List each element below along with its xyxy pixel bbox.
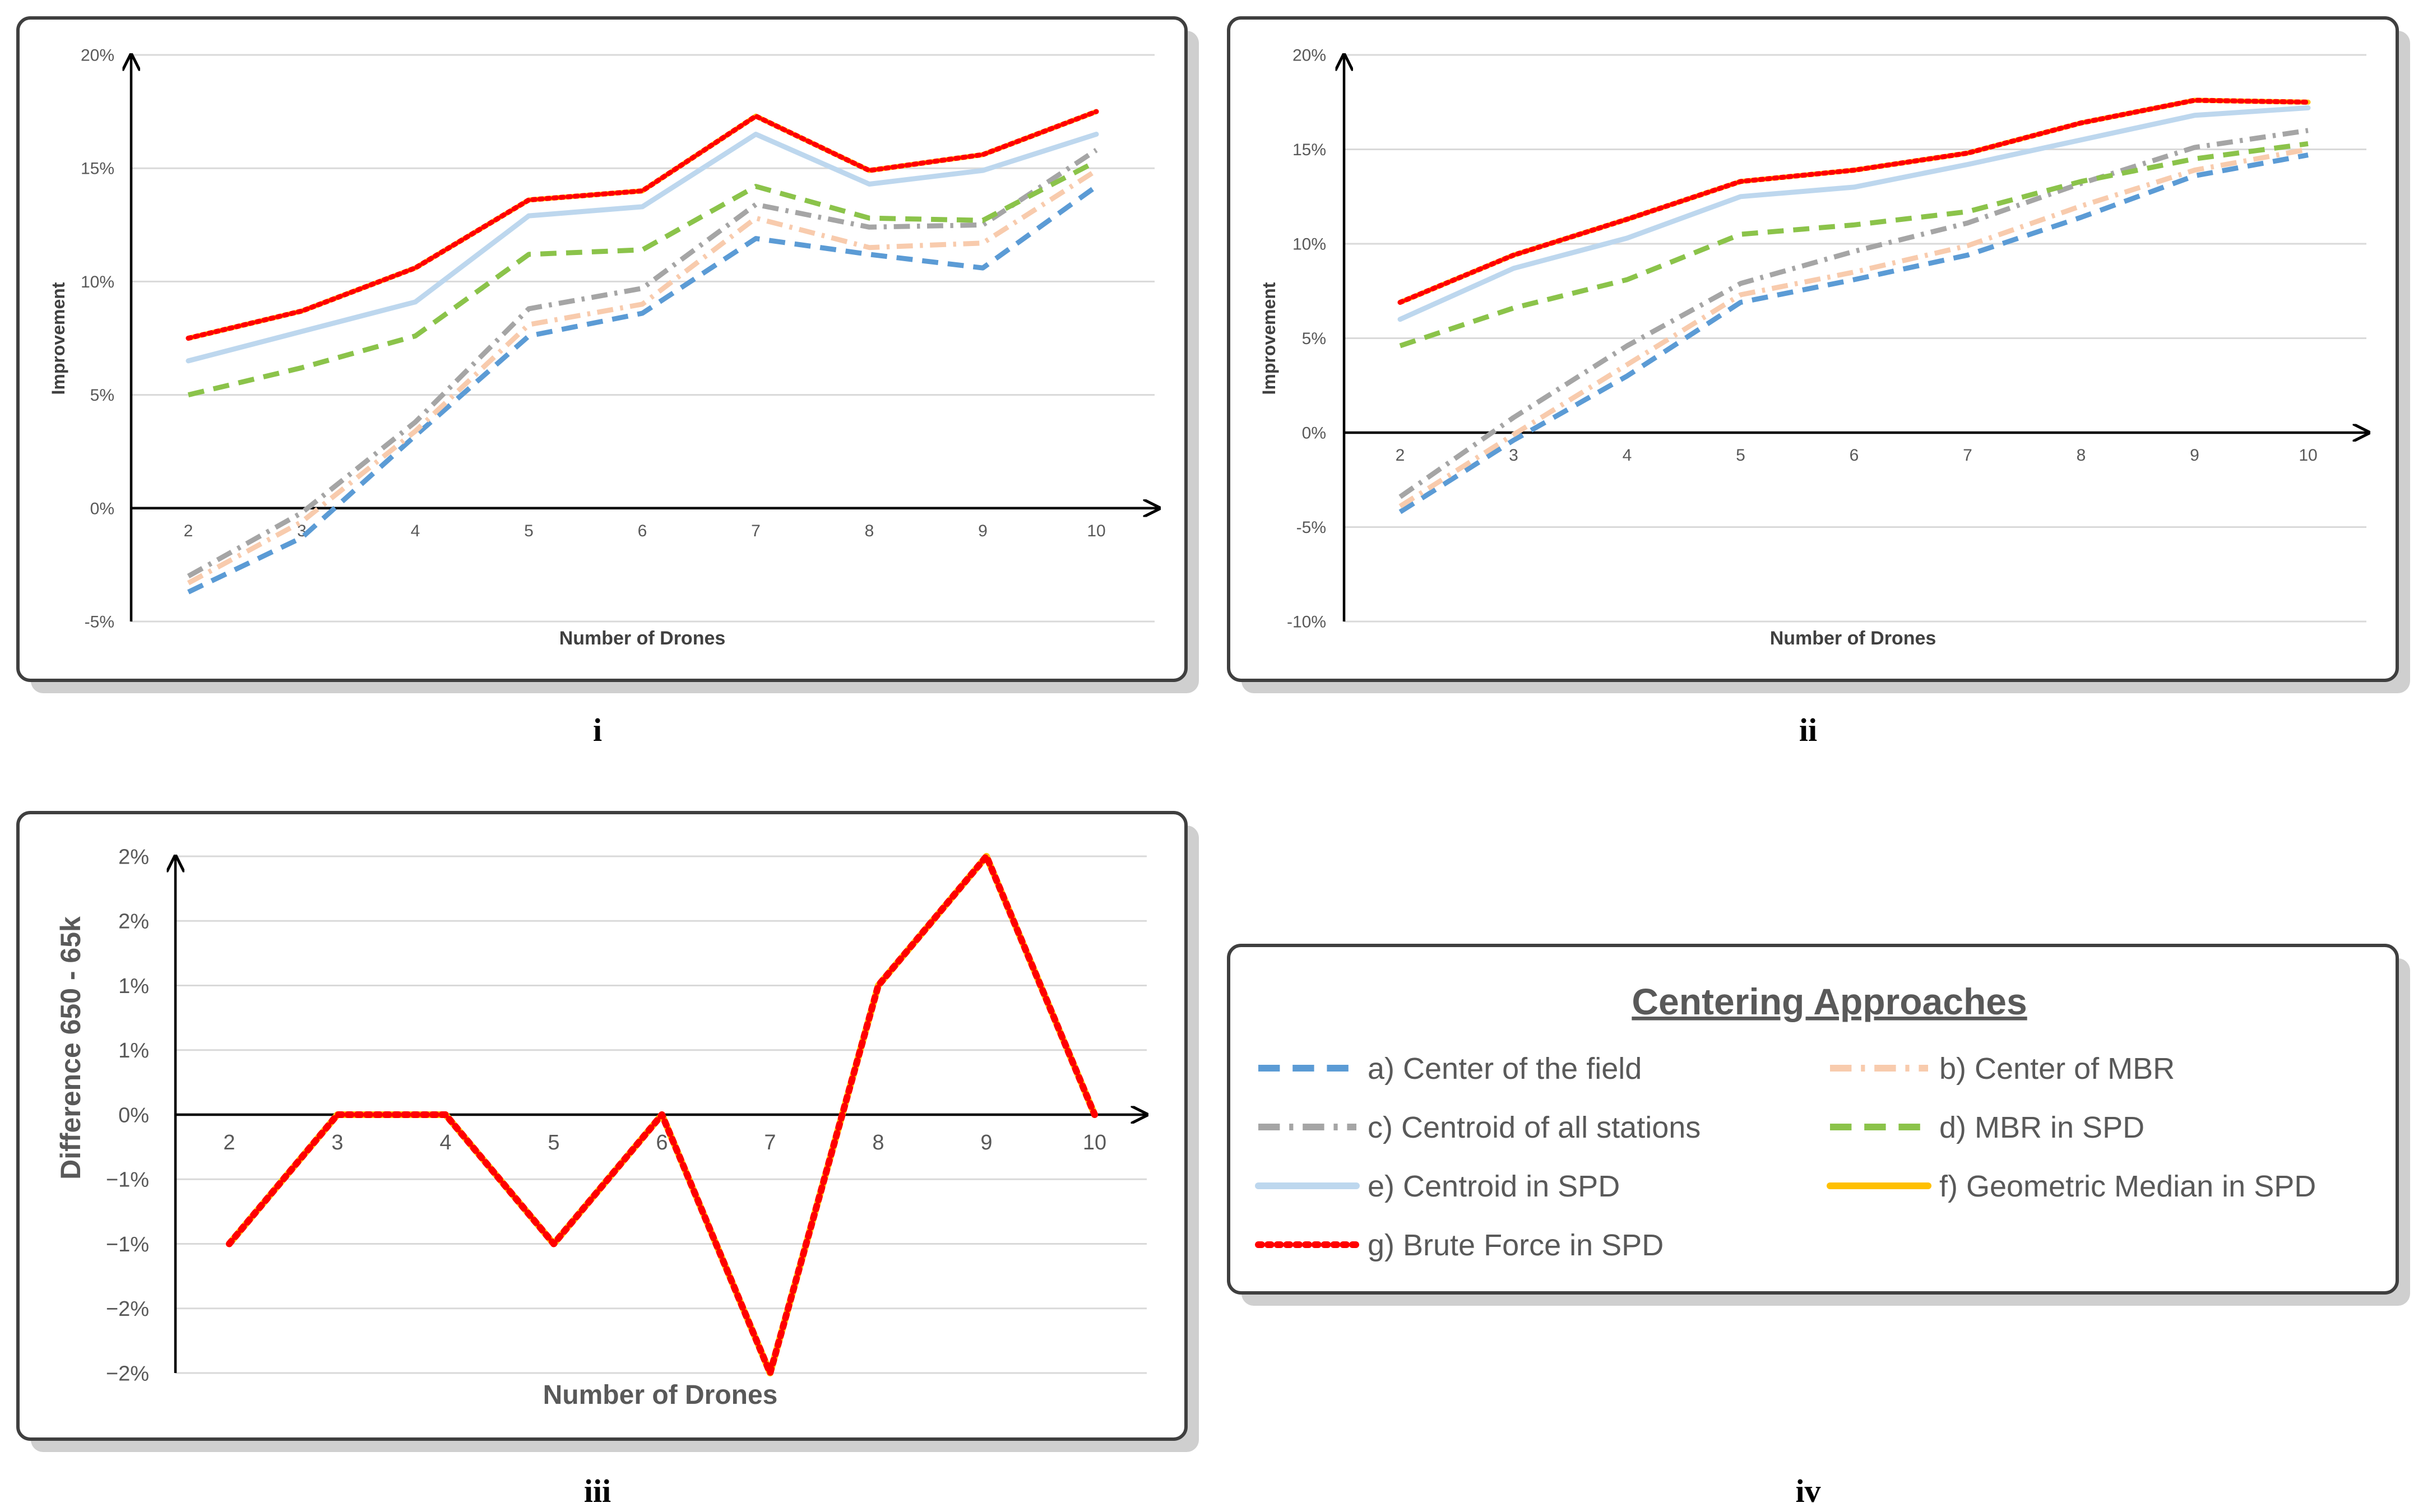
y-tick-label: 20%	[81, 47, 114, 65]
x-tick-label: 5	[548, 1131, 559, 1154]
y-tick-label: 10%	[81, 273, 114, 291]
x-tick-label: 7	[751, 522, 761, 540]
legend-label-d: d) MBR in SPD	[1939, 1111, 2144, 1144]
x-axis-title: Number of Drones	[559, 628, 726, 649]
series-line-b	[1398, 147, 2309, 509]
y-tick-label: 2%	[118, 910, 149, 934]
y-tick-label: 0%	[90, 499, 114, 518]
series-line-b	[187, 168, 1098, 586]
y-tick-label: −2%	[106, 1362, 149, 1385]
x-tick-label: 10	[1087, 522, 1105, 540]
series-line-d	[1399, 141, 2309, 349]
series-line-a	[1398, 152, 2309, 514]
panel-iii-caption: iii	[584, 1473, 611, 1509]
panel-iv-frame	[1227, 944, 2399, 1295]
series-line-g	[186, 109, 1099, 341]
x-tick-label: 2	[184, 522, 193, 540]
y-tick-label: 15%	[1292, 141, 1326, 159]
x-tick-label: 9	[980, 1131, 992, 1154]
chart-iii: −2% −2% −1% −1% 0% 1% 1% 2% 2% 2 3 4 5 6 7 8 9 10 Number o…	[55, 845, 1147, 1410]
series-line-d	[187, 159, 1098, 397]
x-tick-label: 4	[1623, 446, 1632, 465]
series-line-c	[187, 148, 1098, 579]
y-tick-label: -5%	[85, 613, 114, 632]
y-tick-label: 5%	[1302, 330, 1326, 348]
legend-label-a: a) Center of the field	[1368, 1052, 1642, 1086]
x-tick-label: 6	[656, 1131, 668, 1154]
y-axis-title: Difference 650 - 65k	[55, 916, 86, 1180]
y-tick-label: −1%	[106, 1233, 149, 1256]
y-tick-label: 10%	[1292, 235, 1326, 254]
chart-ii: -10% -5% 0% 5% 10% 15% 20% 2 3 4 5 6 7 8 9 10 Number of …	[1259, 47, 2369, 649]
panel-ii-frame	[1227, 16, 2399, 682]
legend-label-f: f) Geometric Median in SPD	[1939, 1170, 2316, 1203]
series-line-a	[187, 184, 1098, 595]
y-tick-label: 0%	[1302, 424, 1326, 443]
x-axis-title: Number of Drones	[1770, 628, 1936, 649]
x-axis-title: Number of Drones	[543, 1380, 778, 1410]
y-tick-label: 15%	[81, 160, 114, 178]
x-tick-label: 6	[1850, 446, 1859, 465]
y-tick-label: 0%	[118, 1103, 149, 1127]
x-tick-label: 3	[1509, 446, 1518, 465]
panel-iv-caption: iv	[1795, 1473, 1820, 1509]
legend-label-e: e) Centroid in SPD	[1368, 1170, 1620, 1203]
x-tick-label: 6	[638, 522, 647, 540]
series-line-c	[1398, 128, 2309, 499]
x-tick-label: 4	[411, 522, 420, 540]
x-tick-label: 7	[764, 1131, 776, 1154]
x-tick-label: 2	[1396, 446, 1405, 465]
legend-label-b: b) Center of MBR	[1939, 1052, 2175, 1086]
panel-iv: Centering Approaches a) Center of the fi…	[1227, 944, 2410, 1306]
y-tick-label: −1%	[106, 1168, 149, 1192]
legend-label-g: g) Brute Force in SPD	[1368, 1228, 1664, 1262]
x-tick-label: 10	[1083, 1131, 1106, 1154]
x-tick-label: 5	[524, 522, 534, 540]
x-tick-label: 3	[331, 1131, 343, 1154]
x-tick-label: 9	[2190, 446, 2199, 465]
series-line-g	[226, 853, 1098, 1376]
series-line-g	[1397, 98, 2311, 305]
y-tick-label: 20%	[1292, 47, 1326, 65]
x-tick-label: 5	[1736, 446, 1745, 465]
x-tick-label: 10	[2299, 446, 2317, 465]
panel-ii: -10% -5% 0% 5% 10% 15% 20% 2 3 4 5 6 7 8 9 10 Number of …	[1227, 16, 2410, 693]
panel-i-caption: i	[593, 712, 602, 748]
y-tick-label: -5%	[1296, 518, 1326, 537]
legend-label-c: c) Centroid of all stations	[1368, 1111, 1701, 1144]
y-tick-label: 1%	[118, 975, 149, 998]
y-tick-label: −2%	[106, 1297, 149, 1321]
x-tick-label: 7	[1963, 446, 1972, 465]
series-line-e	[1397, 105, 2311, 322]
x-tick-label: 8	[872, 1131, 884, 1154]
legend-title: Centering Approaches	[1632, 981, 2027, 1022]
panel-iii: −2% −2% −1% −1% 0% 1% 1% 2% 2% 2 3 4 5 6 7 8 9 10 Number o…	[16, 811, 1199, 1452]
x-tick-label: 9	[978, 522, 988, 540]
y-axis-title: Improvement	[48, 282, 68, 395]
y-axis-title: Improvement	[1259, 282, 1279, 395]
y-tick-label: 1%	[118, 1039, 149, 1063]
legend-items: a) Center of the field b) Center of MBR c)…	[1255, 1052, 2316, 1262]
x-tick-label: 2	[223, 1131, 235, 1154]
x-tick-label: 8	[2077, 446, 2086, 465]
y-tick-label: 5%	[90, 386, 114, 405]
x-tick-label: 8	[865, 522, 874, 540]
y-tick-label: 2%	[118, 845, 149, 869]
series-line-e	[186, 132, 1099, 364]
y-tick-label: -10%	[1287, 613, 1326, 632]
x-tick-label: 4	[439, 1131, 451, 1154]
panel-ii-caption: ii	[1799, 712, 1817, 748]
